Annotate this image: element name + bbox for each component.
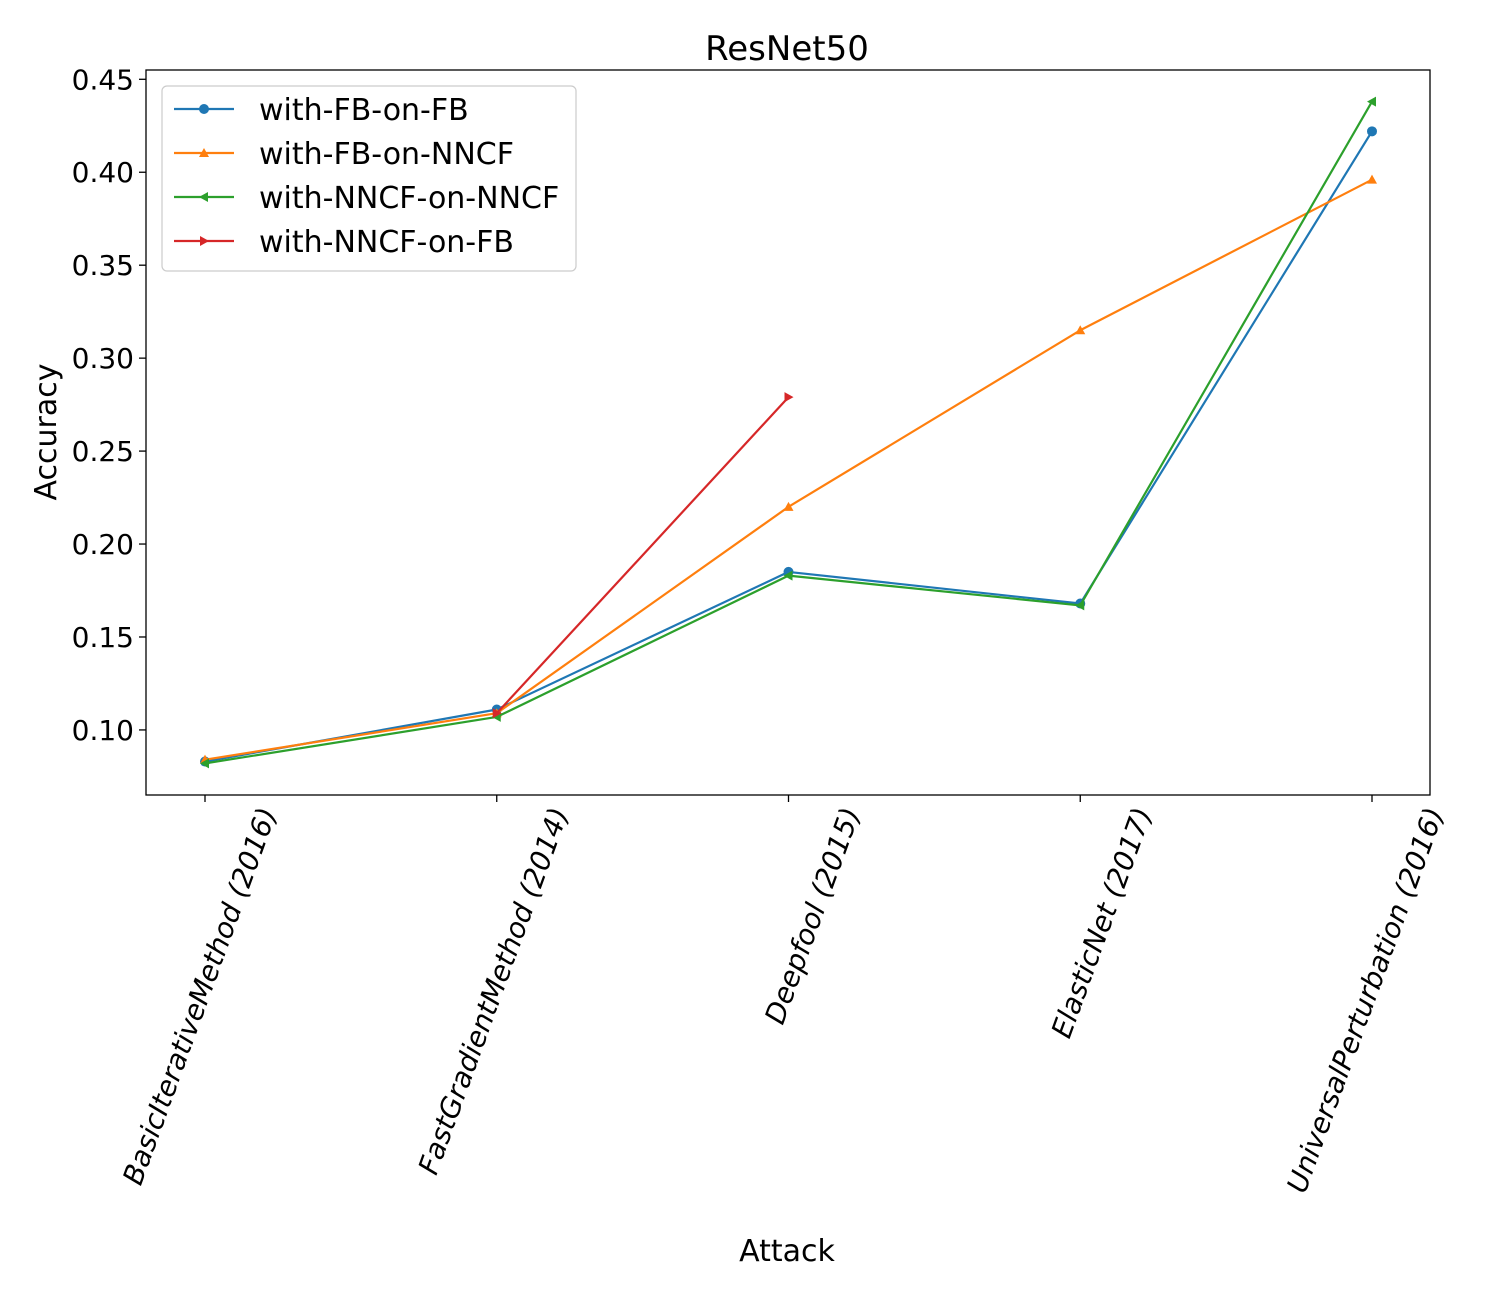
y-tick-label: 0.35	[72, 249, 134, 282]
series-point	[783, 570, 793, 581]
series-point	[1367, 126, 1377, 137]
y-tick-label: 0.40	[72, 156, 134, 189]
y-tick-label: 0.25	[72, 435, 134, 468]
series-point	[783, 501, 794, 511]
y-axis-title: Accuracy	[29, 364, 64, 501]
legend-marker	[200, 236, 209, 246]
y-tick-label: 0.20	[72, 528, 134, 561]
series-point	[200, 758, 209, 769]
legend-box	[161, 85, 577, 272]
legend-marker	[199, 148, 209, 157]
series-point	[1367, 174, 1377, 184]
series-line	[495, 396, 790, 714]
legend-label: with-NNCF-on-FB	[259, 225, 514, 260]
legend-marker	[199, 104, 209, 114]
y-tick-label: 0.45	[72, 63, 134, 96]
series-point	[492, 708, 502, 719]
y-tick-label: 0.30	[72, 342, 134, 375]
legend: with-FB-on-FB with-FB-on-NNCF with-NNCF-on…	[161, 85, 577, 272]
legend-label: with-NNCF-on-NNCF	[259, 181, 559, 216]
chart-title: ResNet50	[705, 29, 869, 69]
series-point	[1075, 325, 1086, 335]
plot-frame	[145, 69, 1431, 796]
series-point	[1075, 600, 1085, 611]
legend-label: with-FB-on-NNCF	[259, 137, 514, 172]
y-tick-label: 0.15	[72, 621, 134, 654]
series-point	[1367, 96, 1376, 107]
legend-label: with-FB-on-FB	[259, 93, 469, 128]
legend-marker	[199, 192, 208, 202]
y-tick-label: 0.10	[72, 714, 134, 747]
series-point	[784, 392, 794, 403]
x-axis-title: Attack	[739, 1234, 835, 1269]
